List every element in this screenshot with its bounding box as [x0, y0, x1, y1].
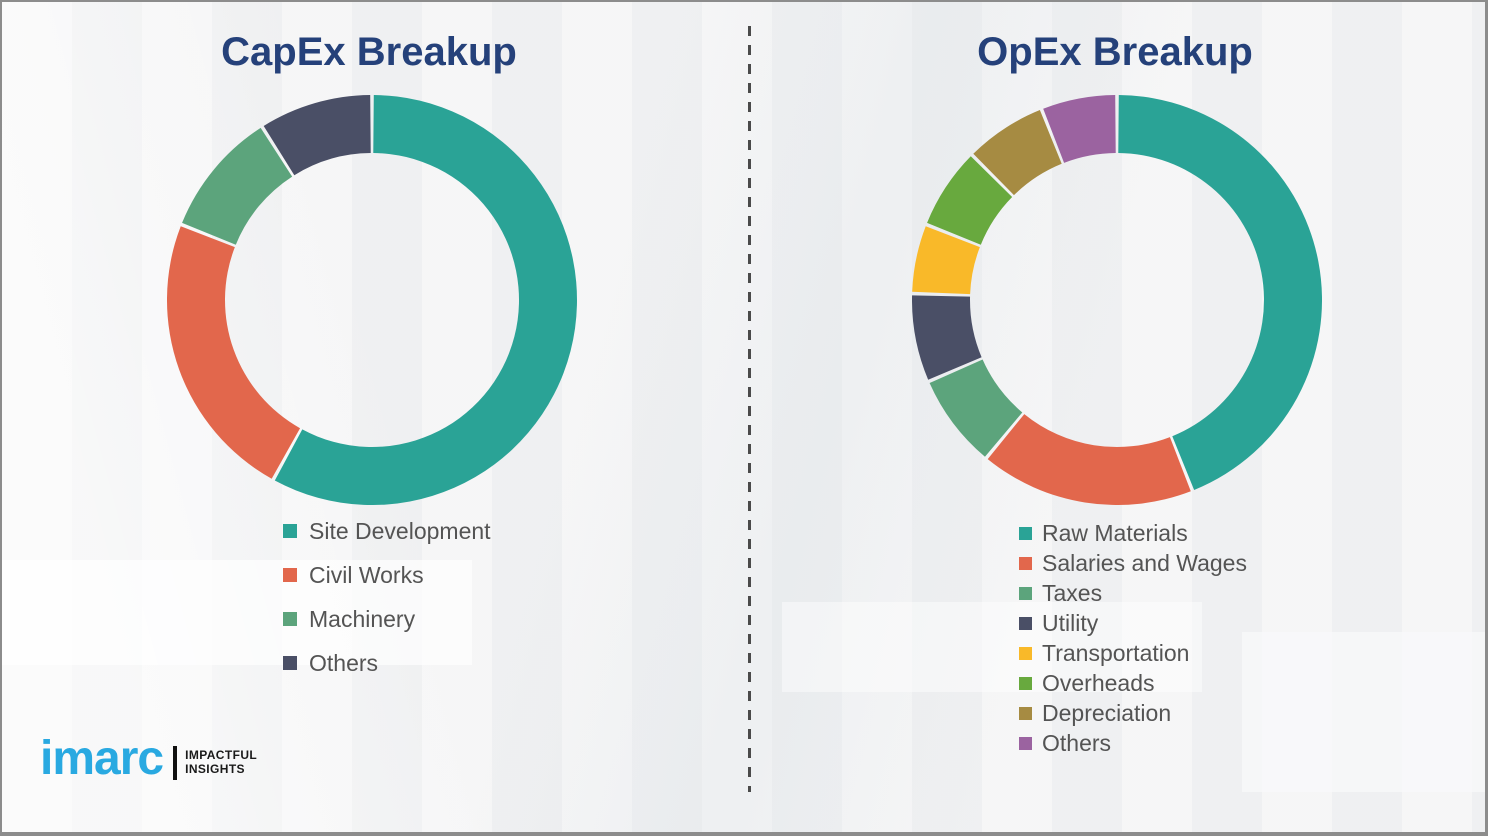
legend-label: Salaries and Wages [1042, 549, 1247, 576]
opex-donut-chart [911, 95, 1323, 506]
donut-segment-utility [911, 295, 982, 380]
legend-swatch-depreciation [1019, 706, 1032, 720]
donut-segment-salaries-and-wages [987, 414, 1191, 506]
imarc-wordmark: imarc [40, 732, 164, 785]
capex-donut-chart [166, 95, 577, 506]
legend-label: Overheads [1042, 669, 1155, 696]
legend-item-salaries-and-wages: Salaries and Wages [1019, 549, 1247, 577]
legend-label: Utility [1042, 609, 1099, 636]
legend-item-depreciation: Depreciation [1019, 699, 1247, 727]
logo-tagline: IMPACTFUL INSIGHTS [185, 748, 258, 777]
legend-label: Machinery [309, 605, 416, 632]
legend-label: Others [1042, 729, 1112, 756]
donut-segment-site-development [274, 95, 577, 506]
legend-item-site-development: Site Development [283, 516, 491, 546]
legend-swatch-civil-works [283, 568, 297, 582]
capex-chart-title: CapEx Breakup [221, 30, 517, 74]
legend-swatch-others [283, 656, 297, 670]
legend-label: Taxes [1042, 579, 1103, 606]
legend-swatch-raw-materials [1019, 526, 1032, 540]
legend-label: Others [309, 649, 379, 676]
legend-item-machinery: Machinery [283, 604, 491, 634]
opex-legend: Raw Materials Salaries and Wages Taxes Util… [1019, 519, 1247, 759]
legend-swatch-transportation [1019, 646, 1032, 660]
legend-swatch-machinery [283, 612, 297, 626]
legend-swatch-utility [1019, 616, 1032, 630]
legend-item-utility: Utility [1019, 609, 1247, 637]
logo-tagline-line1: IMPACTFUL [185, 748, 258, 763]
legend-swatch-site-development [283, 524, 297, 538]
capex-legend: Site Development Civil Works Machinery Othe… [283, 516, 491, 692]
opex-chart-title: OpEx Breakup [977, 30, 1253, 74]
donut-segment-taxes [929, 359, 1023, 457]
legend-swatch-others [1019, 736, 1032, 750]
legend-swatch-overheads [1019, 676, 1032, 690]
donut-segment-machinery [182, 127, 293, 245]
legend-label: Site Development [309, 517, 491, 544]
legend-item-transportation: Transportation [1019, 639, 1247, 667]
legend-item-civil-works: Civil Works [283, 560, 491, 590]
donut-segment-others [1043, 95, 1116, 163]
legend-item-others: Others [1019, 729, 1247, 757]
legend-label: Depreciation [1042, 699, 1172, 726]
donut-segment-overheads [927, 156, 1013, 245]
donut-segment-transportation [912, 226, 980, 295]
donut-segment-civil-works [166, 226, 301, 479]
background-highlight [1242, 632, 1485, 792]
legend-label: Transportation [1042, 639, 1190, 666]
legend-item-taxes: Taxes [1019, 579, 1247, 607]
donut-segment-depreciation [973, 110, 1062, 196]
legend-item-others: Others [283, 648, 491, 678]
imarc-logo: imarc IMPACTFUL INSIGHTS [40, 735, 257, 783]
logo-tagline-line2: INSIGHTS [185, 762, 245, 776]
donut-segment-raw-materials [1118, 95, 1323, 490]
legend-item-raw-materials: Raw Materials [1019, 519, 1247, 547]
legend-swatch-salaries-and-wages [1019, 556, 1032, 570]
legend-swatch-taxes [1019, 586, 1032, 600]
legend-item-overheads: Overheads [1019, 669, 1247, 697]
logo-divider-bar [173, 746, 178, 780]
legend-label: Raw Materials [1042, 519, 1188, 546]
legend-label: Civil Works [309, 561, 424, 588]
dashed-divider-line [748, 26, 751, 792]
donut-segment-others [263, 95, 371, 176]
